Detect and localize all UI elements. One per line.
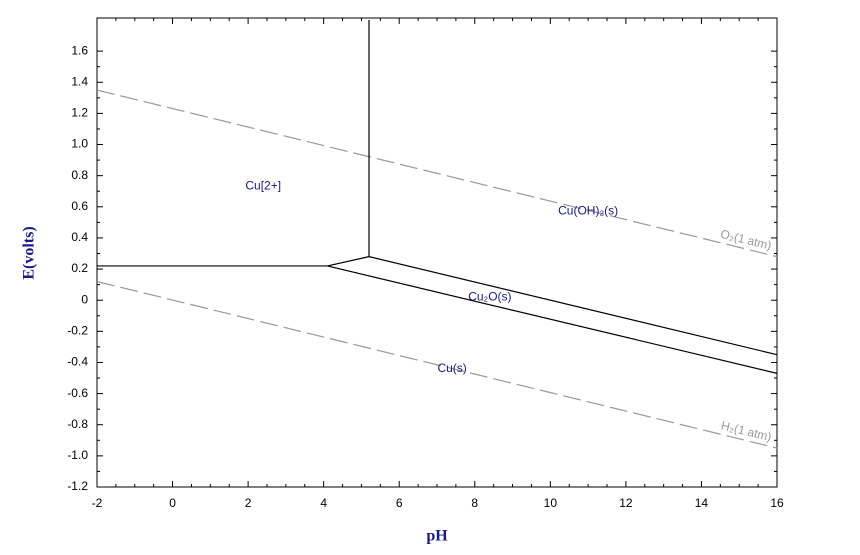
y-tick-label: 0.2 — [71, 261, 88, 275]
x-tick-label: -2 — [92, 496, 103, 510]
region-label: Cu(OH)₂(s) — [558, 204, 618, 218]
y-tick-label: -1.2 — [67, 479, 88, 493]
x-tick-label: 0 — [169, 496, 176, 510]
y-tick-label: -1.0 — [67, 448, 88, 462]
y-tick-label: 1.6 — [71, 43, 88, 57]
y-tick-label: 0 — [81, 292, 88, 306]
plot-frame — [96, 17, 778, 488]
region-label: Cu[2+] — [245, 179, 281, 193]
y-tick-label: -0.6 — [67, 386, 88, 400]
y-tick-label: -0.4 — [67, 355, 88, 369]
y-tick-label: 0.6 — [71, 199, 88, 213]
y-axis-title: E(volts) — [21, 226, 38, 279]
x-tick-label: 14 — [695, 496, 709, 510]
x-tick-label: 2 — [245, 496, 252, 510]
line-label: O₂(1 atm) — [719, 227, 773, 253]
boundary-line — [327, 256, 370, 267]
y-tick-label: 1.2 — [71, 106, 88, 120]
x-tick-label: 8 — [471, 496, 478, 510]
line-label: H₂(1 atm) — [720, 418, 773, 444]
x-tick-label: 16 — [770, 496, 784, 510]
boundary-line — [327, 265, 778, 374]
y-tick-label: 1.0 — [71, 137, 88, 151]
x-axis-title: pH — [426, 528, 448, 545]
reference-line — [96, 280, 778, 449]
x-tick-label: 10 — [544, 496, 558, 510]
y-tick-label: 1.4 — [71, 74, 88, 88]
region-label: Cu₂O(s) — [468, 289, 511, 303]
y-tick-label: -0.8 — [67, 417, 88, 431]
reference-line — [96, 89, 778, 258]
x-tick-label: 6 — [396, 496, 403, 510]
y-tick-label: -0.2 — [67, 324, 88, 338]
x-tick-label: 12 — [619, 496, 633, 510]
x-tick-label: 4 — [320, 496, 327, 510]
y-tick-label: 0.4 — [71, 230, 88, 244]
y-tick-label: 0.8 — [71, 168, 88, 182]
boundary-line — [368, 256, 778, 356]
region-label: Cu(s) — [437, 361, 466, 375]
